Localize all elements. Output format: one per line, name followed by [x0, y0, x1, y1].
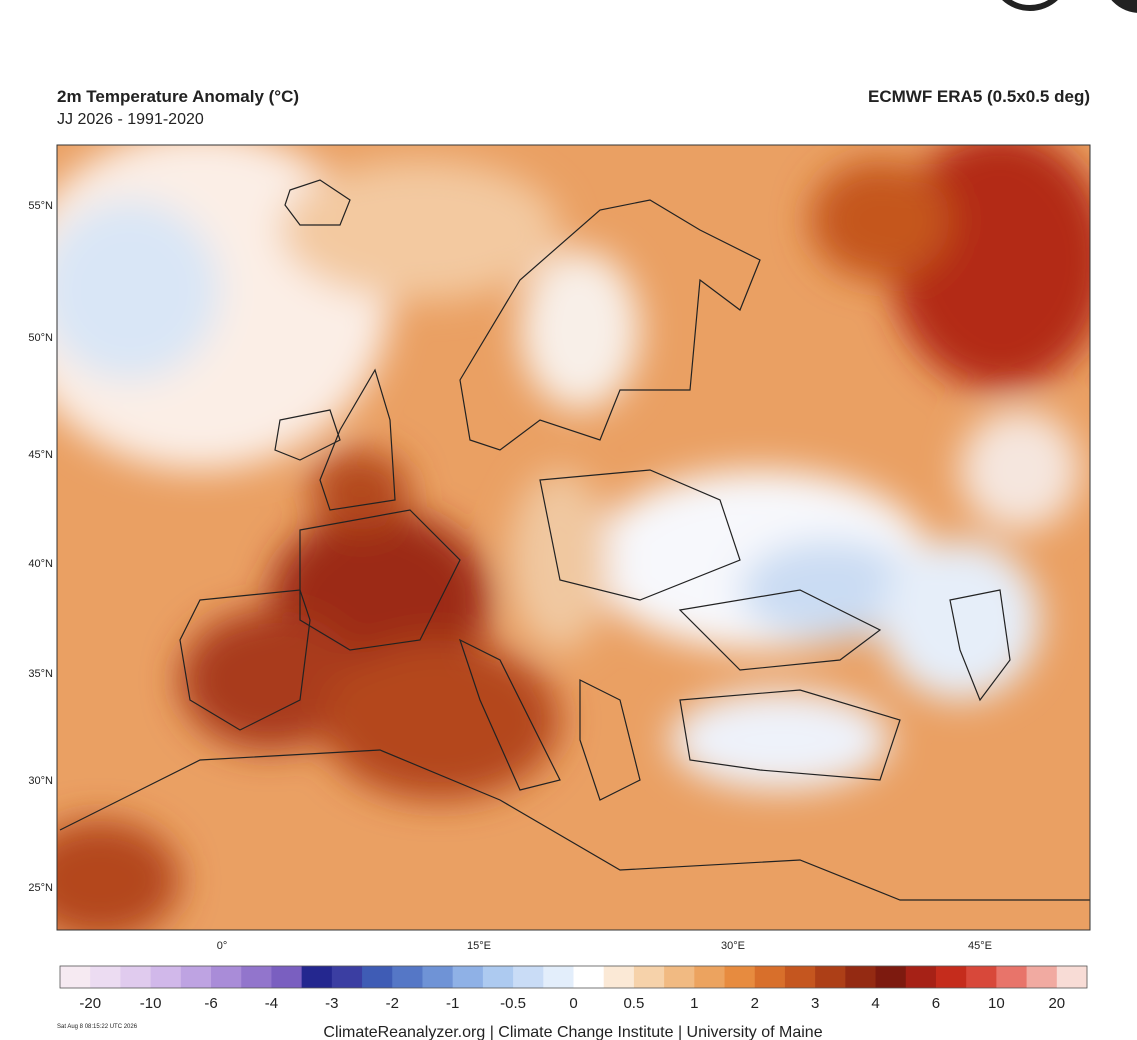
- colorbar-swatch: [543, 966, 574, 988]
- lat-label: 50°N: [28, 332, 53, 344]
- colorbar-frame: [59, 965, 1088, 989]
- colorbar-label: -4: [265, 995, 278, 1012]
- colorbar-swatch: [60, 966, 91, 988]
- colorbar-label: 6: [932, 995, 940, 1012]
- colorbar-swatch: [966, 966, 997, 988]
- colorbar-swatch: [422, 966, 454, 988]
- colorbar-label: 0: [569, 995, 577, 1012]
- lon-label: 0°: [217, 940, 228, 952]
- lat-label: 45°N: [28, 449, 53, 461]
- colorbar-label: -3: [325, 995, 338, 1012]
- lon-label: 45°E: [968, 940, 992, 952]
- colorbar-label: -20: [79, 995, 101, 1012]
- colorbar-swatch: [180, 966, 212, 988]
- colorbar-swatch: [845, 966, 877, 988]
- colorbar-label: 1: [690, 995, 698, 1012]
- colorbar-swatch: [301, 966, 333, 988]
- colorbar-label: 20: [1048, 995, 1065, 1012]
- colorbar-swatch: [120, 966, 152, 988]
- colorbar-swatch: [784, 966, 816, 988]
- lat-label: 30°N: [28, 775, 53, 787]
- colorbar-label: -0.5: [500, 995, 526, 1012]
- colorbar-swatch: [996, 966, 1028, 988]
- colorbar-swatch: [90, 966, 121, 988]
- colorbar-label: 0.5: [623, 995, 644, 1012]
- timestamp: Sat Aug 8 08:15:22 UTC 2026: [57, 1024, 138, 1030]
- colorbar-swatch: [1056, 966, 1088, 988]
- lon-label: 30°E: [721, 940, 745, 952]
- colorbar-swatch: [664, 966, 695, 988]
- colorbar-label: 3: [811, 995, 819, 1012]
- colorbar-label: -1: [446, 995, 459, 1012]
- lat-label: 35°N: [28, 668, 53, 680]
- map: [57, 145, 1090, 930]
- colorbar-swatch: [754, 966, 786, 988]
- colorbar-swatch: [392, 966, 423, 988]
- colorbar-label: 4: [871, 995, 879, 1012]
- colorbar-swatch: [694, 966, 726, 988]
- colorbar-swatch: [150, 966, 182, 988]
- subtitle: JJ 2026 - 1991-2020: [57, 111, 204, 128]
- lat-label: 55°N: [28, 200, 53, 212]
- colorbar-swatch: [815, 966, 846, 988]
- colorbar-label: -2: [386, 995, 399, 1012]
- map-frame: [56, 144, 1091, 931]
- colorbar-swatch: [573, 966, 605, 988]
- lat-label: 40°N: [28, 558, 53, 570]
- colorbar-swatch: [633, 966, 665, 988]
- colorbar-label: 2: [751, 995, 759, 1012]
- decor: [1002, 0, 1058, 11]
- colorbar-swatch: [271, 966, 303, 988]
- colorbar-swatch: [603, 966, 635, 988]
- lon-label: 15°E: [467, 940, 491, 952]
- colorbar-swatch: [452, 966, 484, 988]
- colorbar-swatch: [1026, 966, 1058, 988]
- colorbar-label: 10: [988, 995, 1005, 1012]
- colorbar-swatch: [482, 966, 514, 988]
- colorbar-swatch: [513, 966, 544, 988]
- colorbar-swatch: [935, 966, 967, 988]
- colorbar-swatch: [905, 966, 937, 988]
- colorbar-swatch: [875, 966, 907, 988]
- colorbar-swatch: [211, 966, 242, 988]
- lat-label: 25°N: [28, 882, 53, 894]
- colorbar-swatch: [362, 966, 393, 988]
- colorbar-swatch: [724, 966, 756, 988]
- colorbar-swatch: [331, 966, 363, 988]
- title: 2m Temperature Anomaly (°C): [57, 87, 299, 106]
- colorbar-swatch: [241, 966, 272, 988]
- decor: [1111, 0, 1137, 13]
- source: ClimateReanalyzer.org | Climate Change I…: [323, 1024, 822, 1040]
- colorbar-label: -6: [204, 995, 217, 1012]
- colorbar-label: -10: [140, 995, 162, 1012]
- dataset: ECMWF ERA5 (0.5x0.5 deg): [868, 87, 1090, 106]
